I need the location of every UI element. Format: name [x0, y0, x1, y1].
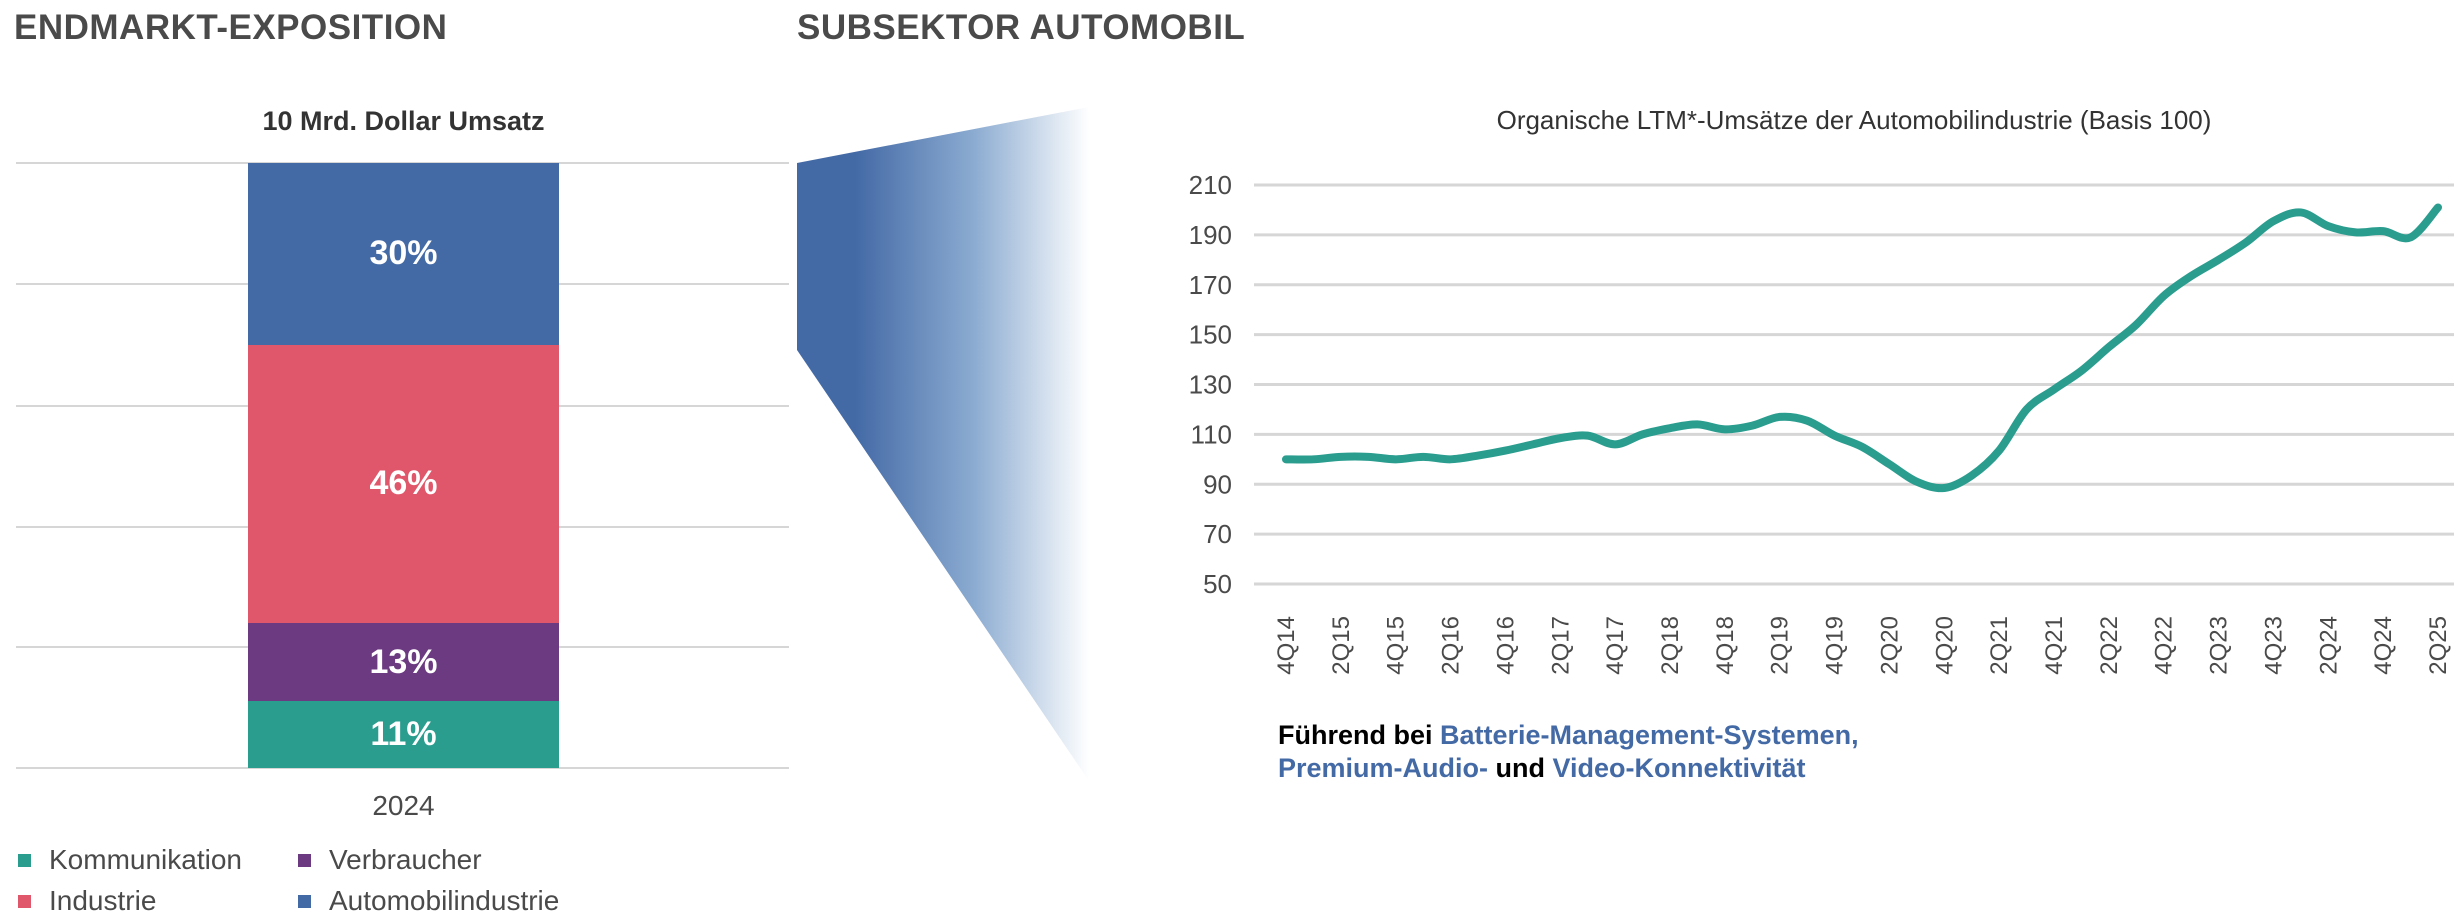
footnote-highlight: Batterie-Management-Systemen,	[1440, 720, 1859, 750]
x-tick-label: 2Q16	[1438, 616, 1465, 675]
footnote-text: und	[1488, 753, 1553, 783]
bar-segment-industrie: 46%	[248, 344, 559, 623]
footnote-highlight: Premium-Audio-	[1278, 753, 1489, 783]
x-tick-label: 4Q17	[1602, 616, 1629, 675]
x-category-label: 2024	[372, 790, 435, 821]
bar-chart-title: 10 Mrd. Dollar Umsatz	[262, 106, 545, 136]
legend-label: Industrie	[49, 885, 157, 916]
legend-item-industrie: Industrie	[18, 885, 156, 917]
x-tick-label: 4Q24	[2370, 616, 2397, 675]
x-tick-label: 4Q16	[1492, 616, 1519, 675]
x-tick-label: 4Q21	[2041, 616, 2068, 675]
x-tick-label: 2Q24	[2315, 616, 2342, 675]
y-tick-label: 90	[1203, 469, 1232, 499]
wedge-shape	[797, 107, 1089, 781]
series-line	[1282, 203, 2442, 493]
x-tick-label: 2Q25	[2425, 616, 2452, 675]
data-label: 30%	[369, 234, 438, 273]
y-tick-label: 150	[1189, 320, 1232, 350]
x-tick-label: 4Q22	[2151, 616, 2178, 675]
x-tick-label: 2Q23	[2206, 616, 2233, 675]
x-tick-label: 2Q20	[1876, 616, 1903, 675]
legend-swatch	[298, 853, 311, 867]
x-tick-label: 4Q15	[1383, 616, 1410, 675]
x-tick-label: 4Q19	[1822, 616, 1849, 675]
x-tick-label: 2Q21	[1986, 616, 2013, 675]
x-tick-label: 2Q22	[2096, 616, 2123, 675]
legend-swatch	[18, 853, 31, 867]
x-tick-label: 4Q23	[2260, 616, 2287, 675]
legend-label: Automobilindustrie	[329, 885, 560, 916]
data-label: 11%	[370, 715, 437, 754]
legend-swatch	[18, 894, 31, 908]
data-label: 13%	[369, 642, 438, 681]
x-tick-label: 2Q19	[1767, 616, 1794, 675]
x-tick-label: 4Q14	[1273, 616, 1300, 675]
y-tick-label: 110	[1191, 419, 1232, 449]
legend-item-verbraucher: Verbraucher	[298, 844, 482, 876]
footnote-text: Führend bei	[1278, 720, 1440, 750]
bar-segment-verbraucher: 13%	[248, 622, 559, 702]
legend-label: Kommunikation	[49, 844, 242, 875]
legend-item-automobilindustrie: Automobilindustrie	[298, 885, 559, 917]
legend-label: Verbraucher	[329, 844, 482, 875]
x-tick-label: 4Q18	[1712, 616, 1739, 675]
bar-segment-automobilindustrie: 30%	[248, 163, 559, 345]
y-tick-label: 130	[1189, 370, 1232, 400]
x-tick-label: 2Q18	[1657, 616, 1684, 675]
x-tick-label: 2Q15	[1328, 616, 1355, 675]
footnote-highlight: Video-Konnektivität	[1552, 753, 1806, 783]
legend-item-kommunikation: Kommunikation	[18, 844, 242, 876]
data-label: 46%	[369, 464, 438, 503]
line-chart-title: Organische LTM*-Umsätze der Automobilind…	[1497, 105, 2212, 135]
y-tick-label: 50	[1203, 569, 1232, 599]
y-tick-label: 210	[1189, 170, 1232, 200]
footnote: Führend bei Batterie-Management-Systemen…	[1278, 719, 1859, 785]
x-tick-label: 2Q17	[1547, 616, 1574, 675]
subsektor-heading: SUBSEKTOR AUTOMOBIL	[797, 8, 1246, 47]
y-tick-label: 190	[1189, 220, 1232, 250]
y-tick-label: 170	[1189, 270, 1232, 300]
x-tick-label: 4Q20	[1931, 616, 1958, 675]
y-tick-label: 70	[1203, 519, 1232, 549]
endmarkt-heading: ENDMARKT-EXPOSITION	[14, 8, 448, 47]
legend-swatch	[298, 894, 311, 908]
bar-segment-kommunikation: 11%	[248, 701, 559, 768]
gridline	[16, 767, 789, 769]
